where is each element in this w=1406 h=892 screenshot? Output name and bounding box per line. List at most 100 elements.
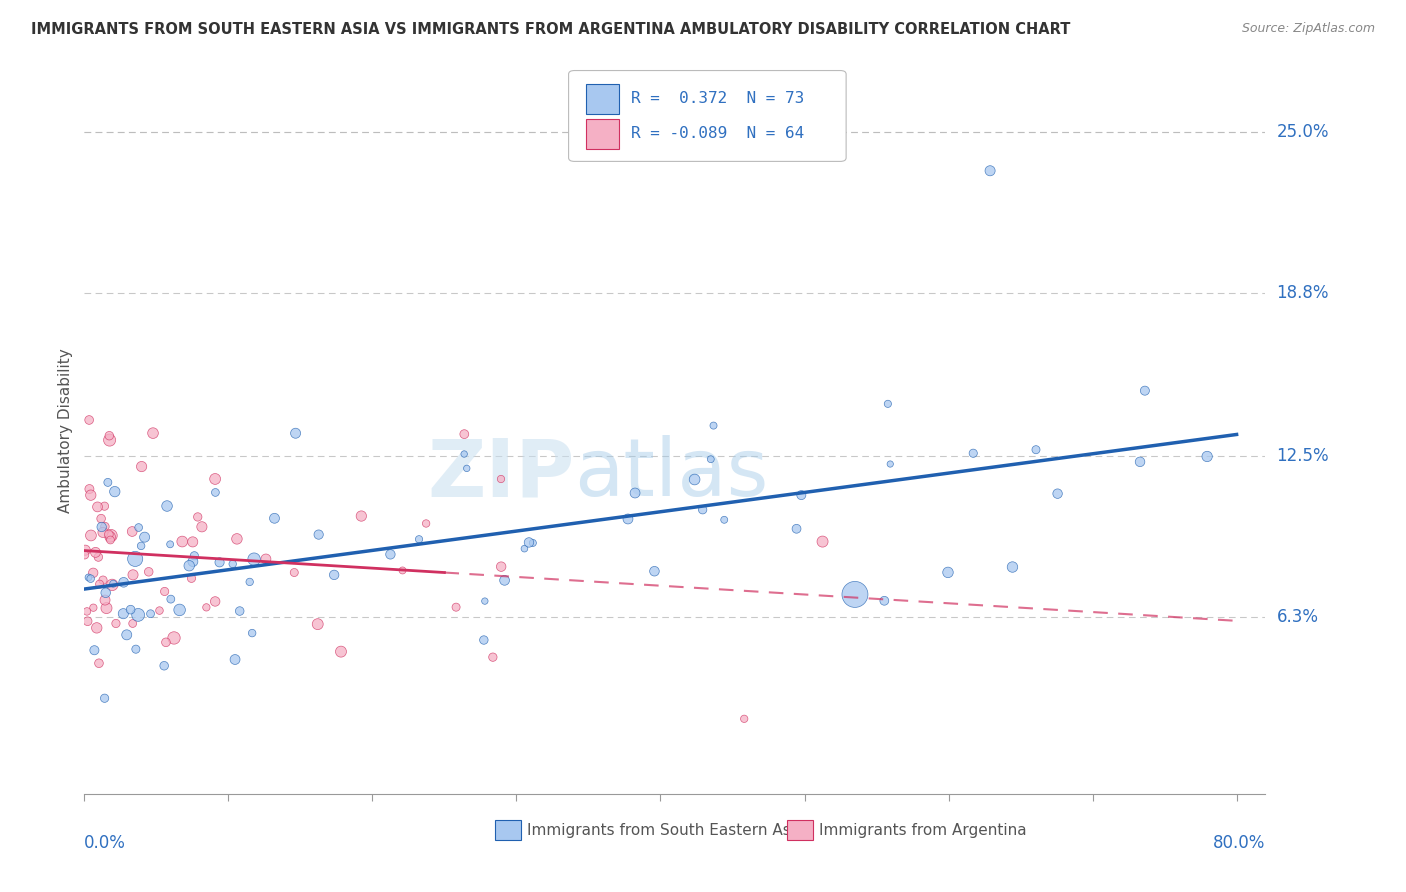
Point <box>139 607 162 621</box>
Point <box>844 587 866 601</box>
Point <box>101 578 124 592</box>
Point <box>79 482 101 496</box>
Point <box>204 472 226 486</box>
Bar <box>586 84 620 114</box>
Point <box>76 604 98 618</box>
Bar <box>495 820 522 840</box>
Bar <box>787 820 813 840</box>
Point <box>104 616 127 631</box>
Text: R = -0.089  N = 64: R = -0.089 N = 64 <box>631 127 804 141</box>
Text: 6.3%: 6.3% <box>1277 608 1319 626</box>
Point <box>224 652 246 666</box>
Point <box>513 541 536 556</box>
Point <box>284 426 307 441</box>
Y-axis label: Ambulatory Disability: Ambulatory Disability <box>58 348 73 513</box>
Bar <box>586 119 620 149</box>
Point <box>159 537 181 551</box>
Point <box>191 520 214 534</box>
Point <box>112 575 135 590</box>
Point <box>100 533 122 547</box>
Point <box>474 594 496 608</box>
Point <box>91 525 114 540</box>
Point <box>97 527 120 541</box>
Point <box>86 621 108 635</box>
Point <box>93 691 115 706</box>
Point <box>75 543 97 558</box>
Point <box>472 633 495 648</box>
Text: Immigrants from Argentina: Immigrants from Argentina <box>818 822 1026 838</box>
Point <box>82 600 104 615</box>
Point <box>97 475 120 490</box>
Point <box>100 528 122 542</box>
Point <box>98 428 121 442</box>
Point <box>129 539 152 553</box>
Point <box>80 488 103 502</box>
Point <box>221 557 243 571</box>
Point <box>876 397 898 411</box>
Point <box>391 564 413 578</box>
Point <box>80 528 103 542</box>
Point <box>979 163 1001 178</box>
Point <box>517 535 540 549</box>
Text: IMMIGRANTS FROM SOUTH EASTERN ASIA VS IMMIGRANTS FROM ARGENTINA AMBULATORY DISAB: IMMIGRANTS FROM SOUTH EASTERN ASIA VS IM… <box>31 22 1070 37</box>
Point <box>522 536 544 550</box>
Point <box>489 559 512 574</box>
Point <box>239 574 262 589</box>
Point <box>87 550 110 565</box>
Point <box>125 642 148 657</box>
Point <box>879 457 901 471</box>
Point <box>83 643 105 657</box>
Point <box>263 511 285 525</box>
Point <box>240 626 263 640</box>
Point <box>142 426 165 441</box>
Point <box>873 594 896 608</box>
Point <box>330 645 353 659</box>
Point <box>121 524 143 539</box>
Point <box>323 568 346 582</box>
Point <box>115 628 138 642</box>
Point <box>172 534 194 549</box>
Point <box>98 433 121 447</box>
Point <box>94 586 117 600</box>
Point <box>96 601 118 615</box>
Point <box>90 520 112 534</box>
Text: 18.8%: 18.8% <box>1277 284 1329 301</box>
Point <box>733 712 755 726</box>
Point <box>228 604 250 618</box>
Point <box>408 533 430 547</box>
Point <box>482 650 505 665</box>
Text: 80.0%: 80.0% <box>1213 834 1265 852</box>
Point <box>713 513 735 527</box>
Point <box>156 499 179 513</box>
Point <box>962 446 984 460</box>
Point <box>683 473 706 487</box>
Point <box>94 519 117 533</box>
Text: Source: ZipAtlas.com: Source: ZipAtlas.com <box>1241 22 1375 36</box>
Point <box>254 552 277 566</box>
Point <box>94 593 117 607</box>
Point <box>179 558 201 573</box>
Point <box>692 502 714 516</box>
Point <box>77 413 100 427</box>
Point <box>127 607 149 622</box>
Point <box>183 549 205 563</box>
Text: ZIP: ZIP <box>427 435 575 513</box>
Point <box>208 555 231 569</box>
Point <box>79 572 101 586</box>
Point <box>936 566 959 580</box>
Point <box>195 600 218 615</box>
Point <box>169 603 191 617</box>
Point <box>148 603 170 617</box>
Point <box>86 500 108 514</box>
Text: R =  0.372  N = 73: R = 0.372 N = 73 <box>631 91 804 106</box>
Point <box>204 594 226 608</box>
Point <box>181 534 204 549</box>
Point <box>283 566 305 580</box>
Point <box>98 530 121 544</box>
Point <box>617 512 640 526</box>
Point <box>103 576 125 591</box>
Point <box>494 574 516 588</box>
Point <box>453 447 475 461</box>
Text: Immigrants from South Eastern Asia: Immigrants from South Eastern Asia <box>527 822 804 838</box>
Point <box>76 614 98 628</box>
